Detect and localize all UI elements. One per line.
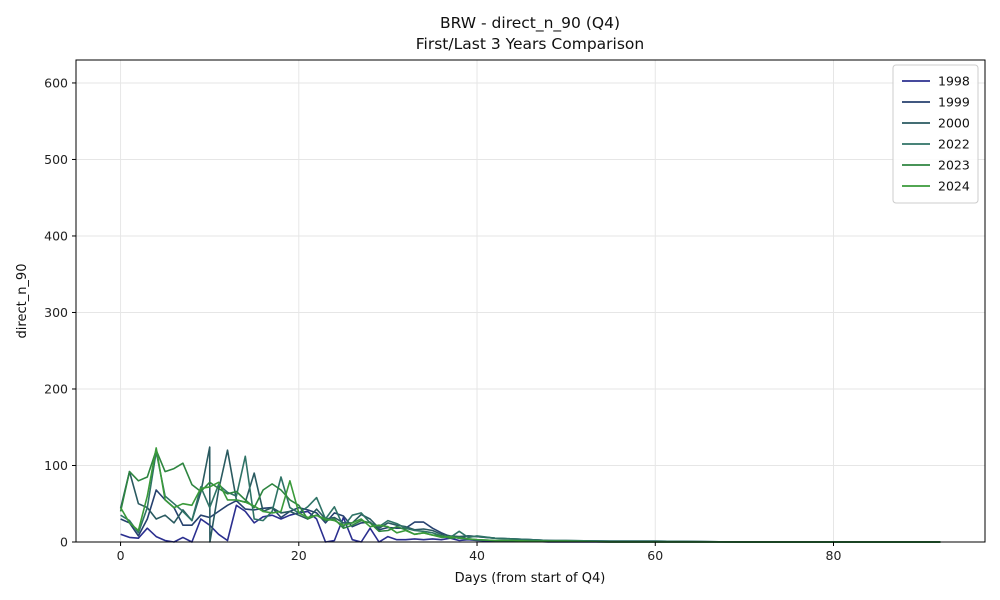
legend-box [892, 64, 979, 204]
axis-ticks: 0 20 40 60 80 0 100 200 300 400 500 600 [44, 75, 841, 563]
legend-label-1999: 1999 [938, 95, 970, 110]
series-lines [119, 446, 941, 543]
chart-subtitle: First/Last 3 Years Comparison [416, 35, 644, 53]
y-axis-label: direct_n_90 [15, 264, 30, 339]
legend-label-2000: 2000 [938, 116, 970, 131]
series-line-2024 [119, 447, 941, 543]
chart-title: BRW - direct_n_90 (Q4) [440, 14, 620, 33]
x-axis-label: Days (from start of Q4) [455, 571, 606, 586]
y-tick-label: 0 [60, 535, 68, 550]
grid-lines [76, 60, 985, 543]
legend-label-2023: 2023 [938, 158, 970, 173]
legend-label-2022: 2022 [938, 137, 970, 152]
y-tick-label: 300 [44, 305, 68, 320]
x-tick-label: 80 [826, 548, 842, 563]
series-line-2022 [120, 450, 941, 543]
y-tick-label: 100 [44, 458, 68, 473]
x-tick-label: 20 [291, 548, 307, 563]
y-tick-label: 400 [44, 228, 68, 243]
legend-label-2024: 2024 [938, 179, 970, 194]
x-tick-label: 60 [647, 548, 663, 563]
legend: 1998 1999 2000 2022 2023 2024 [892, 64, 979, 204]
legend-label-1998: 1998 [938, 74, 970, 89]
x-tick-label: 0 [117, 548, 125, 563]
plot-frame [75, 59, 986, 543]
y-tick-label: 200 [44, 381, 68, 396]
x-tick-label: 40 [469, 548, 485, 563]
y-tick-label: 600 [44, 75, 68, 90]
y-tick-label: 500 [44, 152, 68, 167]
